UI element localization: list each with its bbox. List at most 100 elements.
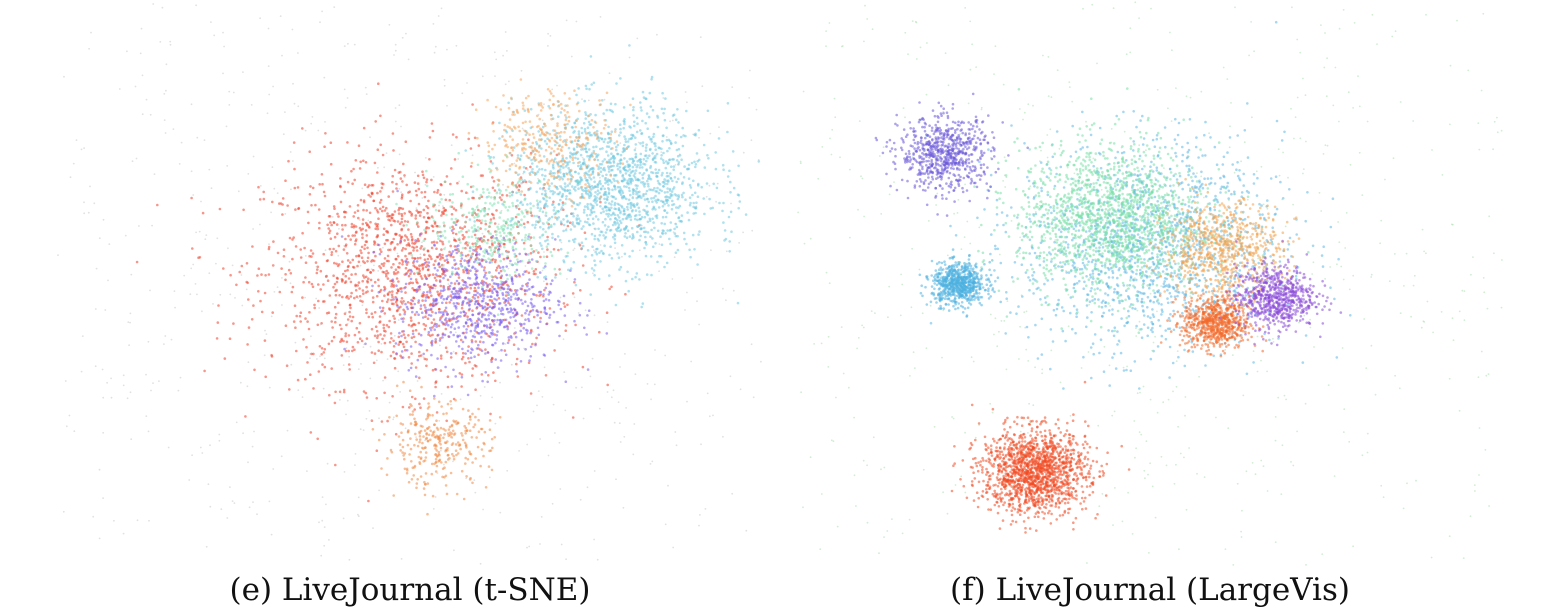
point xyxy=(343,245,345,247)
point xyxy=(568,198,571,201)
point xyxy=(566,110,569,114)
point xyxy=(486,141,490,144)
point xyxy=(522,170,526,174)
point xyxy=(419,304,423,307)
point xyxy=(573,280,576,284)
point xyxy=(703,166,707,169)
cluster-orange-lower xyxy=(371,380,502,516)
point xyxy=(383,257,387,260)
point xyxy=(334,249,338,253)
point xyxy=(628,44,631,47)
point xyxy=(503,128,506,132)
point xyxy=(617,226,620,230)
point xyxy=(481,208,484,211)
point xyxy=(577,136,581,139)
point xyxy=(478,237,482,240)
point xyxy=(510,193,514,197)
point xyxy=(602,234,605,237)
point xyxy=(649,463,652,465)
point xyxy=(641,90,645,94)
point xyxy=(566,178,570,181)
point xyxy=(757,159,760,161)
point xyxy=(499,189,502,193)
point xyxy=(610,130,614,133)
point xyxy=(590,133,593,137)
point xyxy=(164,335,167,337)
point xyxy=(564,104,567,107)
point xyxy=(470,161,474,165)
point xyxy=(683,165,686,168)
point xyxy=(545,142,549,146)
point xyxy=(455,135,458,139)
point xyxy=(515,357,519,361)
point xyxy=(507,285,510,288)
point xyxy=(651,237,654,240)
point xyxy=(603,244,606,247)
point xyxy=(628,174,632,177)
point xyxy=(624,165,627,168)
point xyxy=(657,206,661,209)
point xyxy=(443,333,447,337)
point xyxy=(727,215,731,219)
point xyxy=(595,137,599,141)
point xyxy=(636,225,640,228)
point xyxy=(376,227,380,231)
point xyxy=(322,351,326,354)
point xyxy=(414,366,418,369)
point xyxy=(729,180,732,184)
point xyxy=(284,179,287,182)
point xyxy=(323,357,326,360)
point xyxy=(567,119,571,123)
point xyxy=(666,187,669,190)
point xyxy=(538,200,542,203)
point xyxy=(640,181,643,184)
point xyxy=(594,152,598,156)
point xyxy=(585,132,588,135)
point xyxy=(423,446,427,450)
point xyxy=(542,353,546,357)
point xyxy=(675,159,679,162)
point xyxy=(394,233,398,236)
point xyxy=(416,358,420,362)
point xyxy=(251,245,254,248)
point xyxy=(510,233,513,237)
point xyxy=(437,237,440,241)
point xyxy=(570,55,573,58)
point xyxy=(308,150,311,153)
point xyxy=(489,218,493,221)
point xyxy=(551,203,554,206)
point xyxy=(539,255,542,259)
point xyxy=(552,403,555,406)
point xyxy=(566,251,570,255)
point xyxy=(411,466,415,470)
point xyxy=(319,355,321,358)
point xyxy=(649,166,652,170)
point xyxy=(441,242,443,245)
point xyxy=(386,277,390,280)
point xyxy=(584,113,588,116)
point xyxy=(478,340,482,344)
point xyxy=(696,184,700,187)
point xyxy=(654,349,656,351)
point xyxy=(515,191,518,195)
point xyxy=(508,135,512,138)
point xyxy=(377,340,380,344)
point xyxy=(461,438,465,442)
point xyxy=(586,217,590,221)
point xyxy=(434,208,438,212)
point xyxy=(467,409,470,412)
point xyxy=(482,275,486,279)
point xyxy=(560,206,564,209)
point xyxy=(422,239,426,242)
point xyxy=(628,164,632,167)
point xyxy=(304,255,307,257)
point xyxy=(614,207,618,211)
point xyxy=(493,333,496,336)
point xyxy=(438,254,441,257)
point xyxy=(631,188,635,191)
point xyxy=(700,185,703,189)
point xyxy=(451,452,454,456)
point xyxy=(522,129,525,132)
point xyxy=(416,271,419,275)
point xyxy=(401,342,405,346)
